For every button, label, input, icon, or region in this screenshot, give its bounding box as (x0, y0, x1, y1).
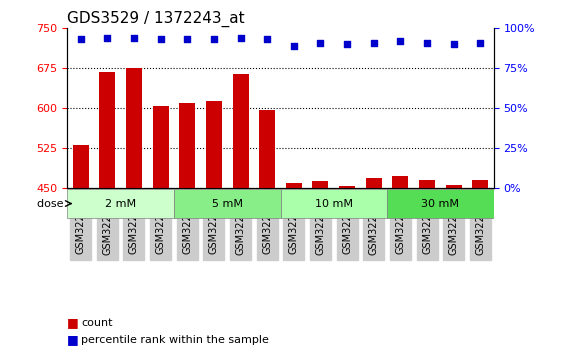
Bar (126, 68, 142, 354)
Bar (180, 103, 195, 354)
Bar (472, 180, 488, 354)
Bar (339, 186, 355, 354)
Bar (286, 183, 302, 354)
Bar (312, 181, 328, 354)
Point (130, 35, 139, 41)
Point (236, 35, 245, 41)
Bar (206, 101, 222, 354)
Bar (99, 72, 116, 354)
FancyBboxPatch shape (280, 189, 387, 218)
Text: ■: ■ (67, 333, 79, 346)
Point (289, 43, 298, 48)
Text: GDS3529 / 1372243_at: GDS3529 / 1372243_at (67, 11, 245, 27)
Text: 30 mM: 30 mM (421, 199, 459, 209)
Bar (366, 178, 381, 354)
Bar (73, 145, 89, 354)
Bar (445, 185, 462, 354)
Point (343, 41, 352, 47)
Point (183, 37, 192, 42)
FancyBboxPatch shape (387, 189, 494, 218)
Text: 5 mM: 5 mM (211, 199, 243, 209)
Point (422, 40, 431, 46)
FancyBboxPatch shape (174, 189, 280, 218)
Point (156, 37, 165, 42)
Text: dose: dose (38, 199, 67, 209)
FancyBboxPatch shape (67, 189, 174, 218)
Point (76, 37, 85, 42)
Text: 10 mM: 10 mM (315, 199, 353, 209)
Point (369, 40, 378, 46)
Point (449, 41, 458, 47)
Bar (153, 106, 168, 354)
Point (316, 40, 325, 46)
Bar (419, 180, 435, 354)
Point (263, 37, 272, 42)
Text: ■: ■ (67, 316, 79, 329)
Bar (232, 74, 249, 354)
Point (103, 35, 112, 41)
Text: count: count (81, 318, 113, 328)
Point (476, 40, 485, 46)
Text: 2 mM: 2 mM (105, 199, 136, 209)
Text: percentile rank within the sample: percentile rank within the sample (81, 335, 269, 346)
Bar (393, 176, 408, 354)
Point (396, 38, 405, 44)
Bar (259, 110, 275, 354)
Point (209, 37, 218, 42)
